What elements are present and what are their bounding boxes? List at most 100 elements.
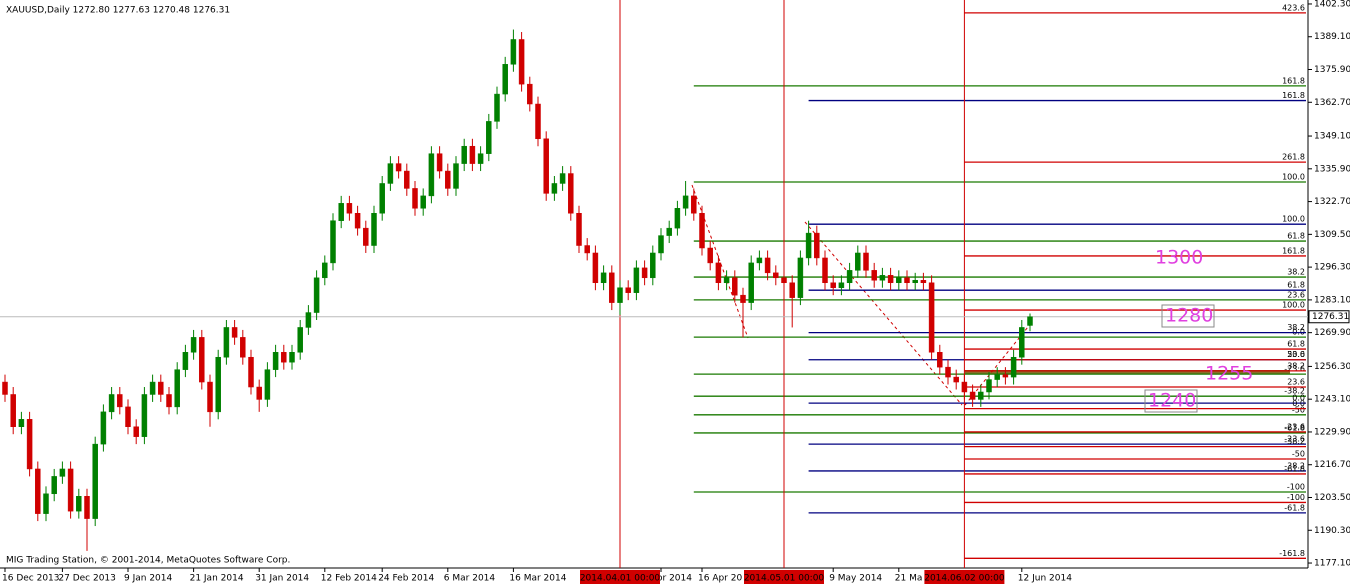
fib-label: -50 xyxy=(1292,450,1305,459)
candle-body xyxy=(518,39,525,85)
y-tick-label: 1322.70 xyxy=(1314,197,1350,207)
candle-body xyxy=(305,312,312,328)
candle-body xyxy=(510,39,517,65)
period-label-box xyxy=(924,570,1005,584)
candle-body xyxy=(43,493,49,514)
y-tick-label: 1216.70 xyxy=(1314,460,1350,470)
candle-body xyxy=(166,394,172,408)
y-tick-label: 1349.10 xyxy=(1314,132,1350,142)
x-tick-label: 31 Jan 2014 xyxy=(255,574,309,584)
fib-label: 161.8 xyxy=(1282,76,1305,85)
candle-body xyxy=(584,245,590,254)
fib-label: 38.2 xyxy=(1287,268,1305,277)
candle-body xyxy=(945,366,951,378)
candle-body xyxy=(199,337,205,383)
candle-body xyxy=(855,252,861,271)
candle-body xyxy=(35,468,41,514)
fib-label: 61.8 xyxy=(1287,281,1305,290)
x-tick-label: or 2014 xyxy=(657,574,692,584)
fib-label: 38.2 xyxy=(1287,323,1305,332)
candle-body xyxy=(707,247,713,264)
y-tick-label: 1375.90 xyxy=(1314,65,1350,75)
fib-label: 38.2 xyxy=(1287,361,1305,370)
candle-body xyxy=(76,496,82,512)
fib-label: 0.0 xyxy=(1292,399,1305,408)
x-tick-label: 16 Dec 2013 xyxy=(2,574,60,584)
fib-label: -38.2 xyxy=(1284,387,1305,396)
candle-body xyxy=(10,394,16,427)
candle-body xyxy=(1002,374,1009,378)
fib-label: 161.8 xyxy=(1282,246,1305,255)
fib-label: -100 xyxy=(1287,483,1305,492)
candle-body xyxy=(543,138,549,194)
candle-body xyxy=(182,352,189,370)
annotation: 1280 xyxy=(1165,305,1213,327)
fib-label: 23.6 xyxy=(1287,378,1305,387)
candle-body xyxy=(502,64,508,95)
candle-body xyxy=(699,212,705,249)
candle-body xyxy=(231,327,238,338)
candle-body xyxy=(551,183,558,194)
candle-body xyxy=(805,232,812,259)
candle-body xyxy=(117,394,123,408)
candle-body xyxy=(773,272,779,279)
fib-label: -23.6 xyxy=(1284,435,1305,444)
fib-label: 100.0 xyxy=(1282,172,1305,181)
candle-body xyxy=(978,391,984,400)
fib-label: -38.2 xyxy=(1284,461,1305,470)
candle-body xyxy=(969,391,976,400)
fib-label: 100.0 xyxy=(1282,301,1305,310)
y-tick-label: 1335.90 xyxy=(1314,164,1350,174)
candle-body xyxy=(223,327,230,358)
y-tick-label: 1283.10 xyxy=(1314,295,1350,305)
candle-body xyxy=(51,476,57,495)
candle-body xyxy=(781,277,787,284)
candle-body xyxy=(453,163,459,189)
candle-body xyxy=(1019,327,1025,358)
candle-body xyxy=(1027,316,1033,326)
candle-body xyxy=(338,203,344,221)
candle-body xyxy=(838,282,845,288)
candle-body xyxy=(682,195,689,209)
candle-body xyxy=(863,252,869,271)
period-label: 2014.06.02 00:00 xyxy=(924,574,1005,584)
y-tick-label: 1362.70 xyxy=(1314,98,1350,108)
x-tick-label: 6 Mar 2014 xyxy=(444,574,496,584)
candle-body xyxy=(379,183,385,214)
candle-body xyxy=(650,252,656,279)
fib-label: 61.8 xyxy=(1287,340,1305,349)
y-tick-label: 1269.90 xyxy=(1314,328,1350,338)
candle-body xyxy=(281,352,287,363)
candle-body xyxy=(912,280,918,284)
candle-body xyxy=(748,262,754,303)
candle-body xyxy=(871,270,877,281)
annotation: 1240 xyxy=(1148,390,1196,412)
annotation: 1255 xyxy=(1205,363,1253,385)
candle-body xyxy=(92,443,98,519)
candle-body xyxy=(846,270,853,284)
candle-body xyxy=(346,203,353,214)
candle-body xyxy=(133,426,139,437)
candle-body xyxy=(486,121,492,154)
candle-body xyxy=(141,394,148,437)
period-label-box xyxy=(580,570,660,584)
y-tick-label: 1256.30 xyxy=(1314,362,1350,372)
x-tick-label: 21 Ma xyxy=(895,574,923,584)
fib-label: -61.8 xyxy=(1284,503,1305,512)
candle-body xyxy=(568,173,574,214)
candle-body xyxy=(108,394,115,413)
y-tick-label: 1296.30 xyxy=(1314,263,1350,273)
candle-body xyxy=(887,275,894,284)
y-tick-label: 1177.10 xyxy=(1314,559,1350,569)
candle-body xyxy=(240,337,246,358)
candle-body xyxy=(256,386,262,400)
x-tick-label: 16 Mar 2014 xyxy=(509,574,566,584)
candle-body xyxy=(84,496,90,519)
candle-body xyxy=(740,294,746,303)
period-label: 2014.05.01 00:00 xyxy=(744,574,825,584)
candle-body xyxy=(59,468,66,477)
candle-body xyxy=(158,381,164,395)
candle-body xyxy=(879,275,886,281)
candle-body xyxy=(264,369,271,400)
candle-body xyxy=(313,277,320,313)
